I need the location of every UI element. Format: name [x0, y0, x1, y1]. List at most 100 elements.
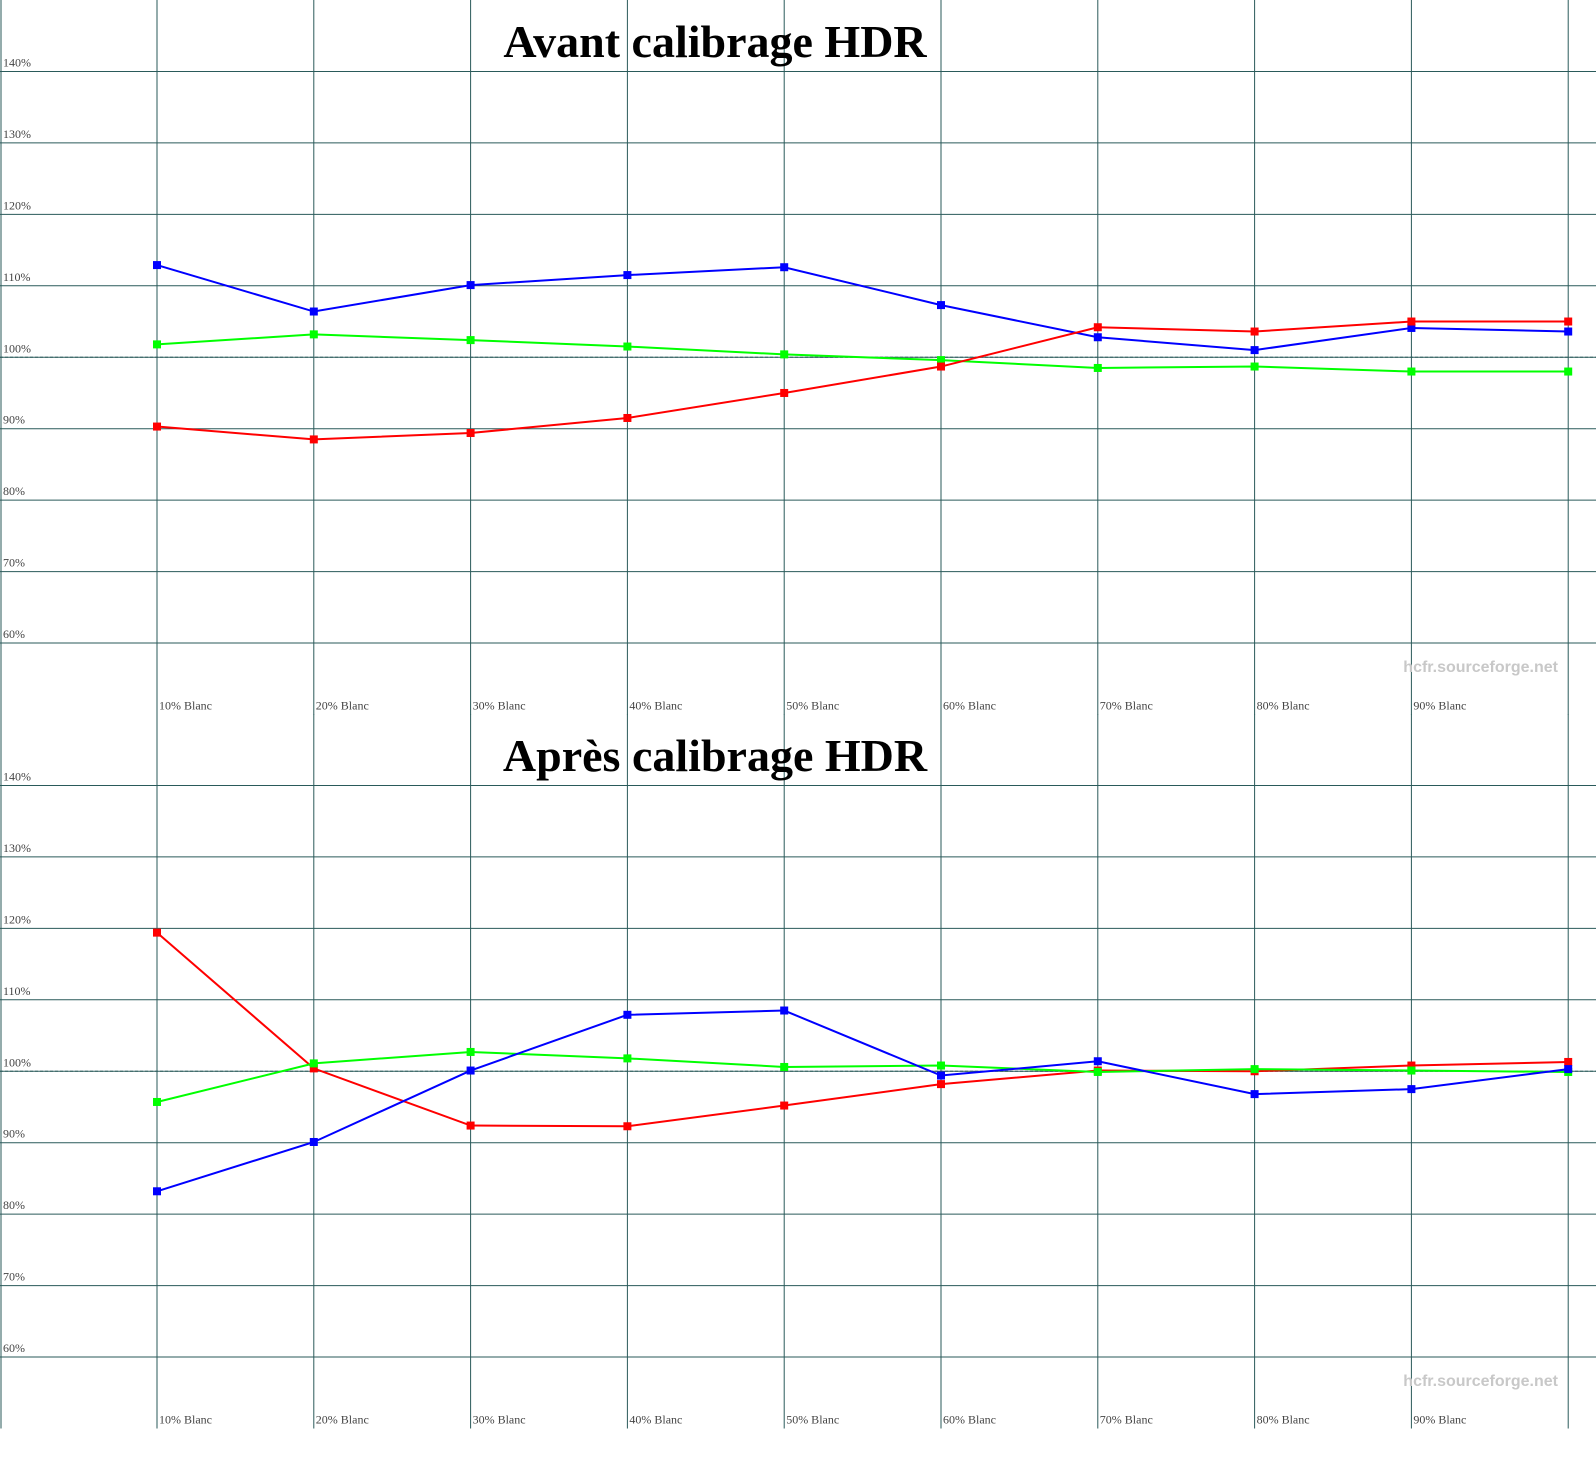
watermark: hcfr.sourceforge.net — [1403, 659, 1558, 676]
x-tick-label: 30% Blanc — [473, 699, 526, 713]
data-point — [1564, 327, 1573, 336]
data-point — [1407, 367, 1416, 376]
y-tick-label: 120% — [3, 912, 31, 926]
y-tick-label: 90% — [3, 1127, 25, 1141]
data-point — [153, 340, 161, 349]
title: Avant calibrage HDR — [503, 16, 927, 67]
data-point — [1407, 1085, 1416, 1094]
data-point — [466, 1047, 475, 1056]
x-tick-label: 90% Blanc — [1413, 699, 1466, 713]
y-tick-label: 90% — [3, 413, 25, 427]
data-point — [623, 342, 632, 351]
data-point — [153, 928, 161, 937]
data-point — [1407, 1066, 1416, 1075]
series-line — [156, 1050, 1569, 1103]
data-point — [937, 356, 945, 365]
data-point — [1564, 317, 1573, 326]
watermark: hcfr.sourceforge.net — [1403, 1373, 1558, 1390]
x-tick-label: 80% Blanc — [1257, 1413, 1310, 1427]
data-point — [466, 1066, 475, 1075]
y-tick-label: 70% — [3, 556, 25, 570]
x-tick-label: 50% Blanc — [786, 1413, 839, 1427]
y-tick-label: 60% — [3, 1341, 25, 1355]
x-tick-label: 20% Blanc — [316, 699, 369, 713]
data-point — [309, 1137, 318, 1146]
y-tick-label: 130% — [3, 841, 31, 855]
y-tick-label: 80% — [3, 484, 25, 498]
data-point — [1564, 1065, 1573, 1074]
data-point — [309, 1064, 318, 1073]
data-point — [1093, 1067, 1102, 1076]
y-tick-label: 140% — [3, 769, 31, 783]
data-point — [153, 1187, 161, 1196]
data-point — [466, 281, 475, 290]
data-point — [309, 307, 318, 316]
data-point — [623, 1054, 632, 1063]
data-point — [1407, 1061, 1416, 1070]
data-point — [153, 1097, 161, 1106]
data-point — [1250, 1090, 1259, 1099]
x-tick-label: 30% Blanc — [473, 1413, 526, 1427]
data-point — [937, 1080, 945, 1089]
data-point — [309, 435, 318, 444]
y-tick-label: 70% — [3, 1270, 25, 1284]
data-point — [1250, 346, 1259, 355]
x-tick-label: 60% Blanc — [943, 1413, 996, 1427]
title: Après calibrage HDR — [503, 730, 928, 781]
x-tick-label: 60% Blanc — [943, 699, 996, 713]
x-tick-label: 40% Blanc — [629, 1413, 682, 1427]
x-tick-label: 40% Blanc — [629, 699, 682, 713]
data-point — [466, 428, 475, 437]
data-point — [937, 362, 945, 371]
y-tick-label: 120% — [3, 198, 31, 212]
series-line — [156, 931, 1569, 1128]
y-tick-label: 80% — [3, 1198, 25, 1212]
data-point — [309, 330, 318, 339]
y-tick-label: 100% — [3, 341, 31, 355]
data-point — [1407, 317, 1416, 326]
series-line — [156, 333, 1569, 373]
y-tick-label: 100% — [3, 1055, 31, 1069]
data-point — [937, 1061, 945, 1070]
data-point — [1250, 327, 1259, 336]
data-point — [1250, 362, 1259, 371]
data-point — [937, 1071, 945, 1080]
y-tick-label: 110% — [3, 984, 31, 998]
data-point — [309, 1059, 318, 1068]
data-point — [780, 388, 789, 397]
series-line — [156, 1009, 1569, 1193]
series-line — [156, 264, 1569, 352]
x-tick-label: 80% Blanc — [1257, 699, 1310, 713]
y-tick-label: 130% — [3, 127, 31, 141]
x-tick-label: 10% Blanc — [159, 1413, 212, 1427]
data-point — [1407, 323, 1416, 332]
data-point — [466, 336, 475, 345]
data-point — [1093, 363, 1102, 372]
data-point — [780, 1101, 789, 1110]
data-point — [1250, 1065, 1259, 1074]
x-tick-label: 50% Blanc — [786, 699, 839, 713]
data-point — [623, 413, 632, 422]
data-point — [1564, 1057, 1573, 1066]
data-point — [780, 1062, 789, 1071]
data-point — [623, 1010, 632, 1019]
y-tick-label: 60% — [3, 627, 25, 641]
data-point — [780, 350, 789, 359]
data-point — [937, 301, 945, 310]
data-point — [1093, 333, 1102, 342]
data-point — [466, 1121, 475, 1130]
x-tick-label: 70% Blanc — [1100, 1413, 1153, 1427]
series-line — [156, 320, 1569, 441]
data-point — [780, 1006, 789, 1015]
y-tick-label: 110% — [3, 270, 31, 284]
data-point — [1564, 367, 1573, 376]
y-tick-label: 140% — [3, 55, 31, 69]
x-tick-label: 10% Blanc — [159, 699, 212, 713]
x-tick-label: 20% Blanc — [316, 1413, 369, 1427]
data-point — [623, 1122, 632, 1131]
x-tick-label: 90% Blanc — [1413, 1413, 1466, 1427]
x-tick-label: 70% Blanc — [1100, 699, 1153, 713]
data-point — [1093, 323, 1102, 332]
data-point — [153, 422, 161, 431]
